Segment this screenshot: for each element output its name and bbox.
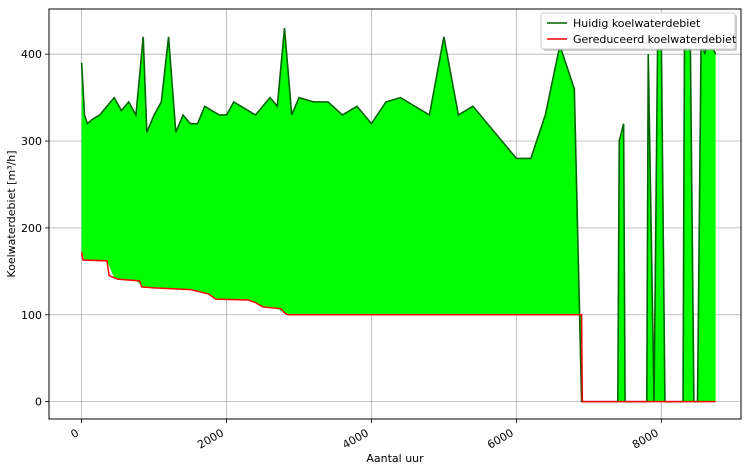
legend: Huidig koelwaterdebiet Gereduceerd koelwa…	[540, 12, 737, 51]
x-tick-label: 8000	[630, 426, 661, 451]
y-tick-label: 0	[35, 396, 42, 409]
series-layer	[80, 28, 717, 403]
x-axis-ticks: 0 2000 4000 6000 8000	[69, 419, 662, 452]
legend-box	[540, 12, 736, 50]
x-tick-label: 6000	[485, 426, 516, 451]
x-axis-label: Aantal uur	[366, 452, 424, 465]
y-axis-label: Koelwaterdebiet [m³/h]	[5, 150, 18, 277]
y-tick-label: 200	[21, 222, 42, 235]
series-line-2	[80, 252, 716, 403]
fill-area	[81, 28, 716, 402]
x-tick-label: 0	[69, 426, 82, 441]
plot-frame	[48, 8, 742, 420]
y-tick-label: 100	[21, 309, 42, 322]
fill-between-area	[81, 28, 716, 402]
y-tick-label: 400	[21, 48, 42, 61]
y-axis-ticks: 0 100 200 300 400	[21, 48, 49, 409]
x-tick-label: 4000	[340, 426, 371, 451]
legend-entry-1: Huidig koelwaterdebiet	[573, 17, 701, 30]
legend-entry-2: Gereduceerd koelwaterdebiet	[573, 33, 737, 46]
x-tick-label: 2000	[195, 426, 226, 451]
y-tick-label: 300	[21, 135, 42, 148]
